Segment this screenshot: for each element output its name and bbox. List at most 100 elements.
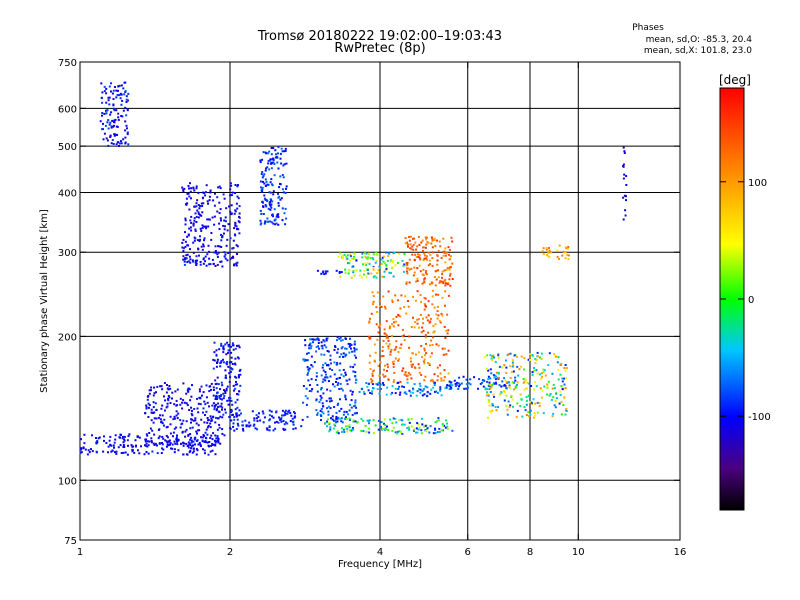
echo-point <box>449 386 452 389</box>
echo-point <box>268 414 271 417</box>
echo-point <box>204 255 207 258</box>
echo-point <box>188 187 190 190</box>
echo-point <box>365 430 368 433</box>
echo-point <box>184 257 187 259</box>
echo-point <box>306 359 309 362</box>
echo-point <box>150 389 152 392</box>
echo-point <box>175 426 178 429</box>
echo-point <box>403 270 405 273</box>
echo-point <box>406 272 409 275</box>
echo-point <box>414 241 417 244</box>
echo-point <box>436 379 439 382</box>
echo-point <box>380 387 382 390</box>
echo-point <box>410 267 413 270</box>
echo-point <box>332 383 334 386</box>
echo-point <box>320 272 323 275</box>
echo-point <box>199 238 202 241</box>
echo-point <box>385 267 388 270</box>
echo-point <box>105 92 108 95</box>
echo-point <box>122 435 124 438</box>
echo-point <box>523 388 526 391</box>
echo-point <box>228 399 231 402</box>
echo-point <box>185 402 188 405</box>
echo-point <box>280 417 283 420</box>
echo-point <box>411 352 414 355</box>
echo-point <box>311 365 314 368</box>
echo-point <box>489 383 492 386</box>
echo-point <box>138 436 141 439</box>
echo-point <box>434 427 436 430</box>
echo-point <box>268 429 271 432</box>
echo-point <box>329 428 332 431</box>
echo-point <box>501 380 504 383</box>
echo-point <box>505 381 508 384</box>
echo-point <box>497 376 500 379</box>
echo-point <box>336 420 339 423</box>
echo-point <box>206 417 209 419</box>
echo-point <box>118 436 121 439</box>
echo-point <box>216 360 219 363</box>
echo-point <box>425 273 428 276</box>
echo-point <box>242 424 245 427</box>
echo-point <box>302 401 305 404</box>
echo-point <box>214 379 217 382</box>
echo-point <box>147 406 150 409</box>
echo-point <box>379 323 382 326</box>
echo-point <box>424 297 427 300</box>
echo-point <box>203 239 205 242</box>
echo-point <box>182 444 185 447</box>
echo-point <box>436 259 439 262</box>
echo-point <box>394 357 397 360</box>
echo-point <box>382 428 384 430</box>
echo-point <box>320 396 323 399</box>
echo-point <box>229 397 232 400</box>
echo-point <box>236 261 239 264</box>
echo-point <box>281 219 284 222</box>
echo-point <box>365 276 368 279</box>
x-axis: 1 2 4 6 8 10 16 <box>77 62 686 558</box>
echo-point <box>334 424 337 427</box>
echo-point <box>233 264 236 267</box>
echo-point <box>440 256 443 259</box>
echo-point <box>508 386 511 389</box>
echo-point <box>227 344 230 346</box>
echo-point <box>347 262 349 265</box>
echo-point <box>376 338 379 341</box>
echo-point <box>564 246 567 249</box>
echo-point <box>342 428 345 431</box>
echo-point <box>412 296 415 298</box>
echo-point <box>443 353 446 356</box>
echo-point <box>408 346 411 349</box>
echo-point <box>564 387 567 390</box>
echo-point <box>246 424 249 427</box>
echo-point <box>227 223 230 226</box>
echo-point <box>494 361 497 363</box>
echo-point <box>182 453 185 456</box>
echo-point <box>225 389 228 392</box>
echo-point <box>386 336 389 339</box>
echo-point <box>286 422 289 425</box>
echo-point <box>264 221 267 224</box>
echo-point <box>289 412 292 414</box>
echo-point <box>567 258 570 261</box>
echo-point <box>185 428 188 431</box>
echo-point <box>337 432 340 435</box>
echo-point <box>225 353 228 356</box>
echo-point <box>350 399 353 402</box>
echo-point <box>214 265 217 267</box>
echo-point <box>397 324 400 327</box>
echo-point <box>244 419 247 422</box>
echo-point <box>513 388 516 391</box>
echo-point <box>329 358 332 361</box>
echo-point <box>220 260 223 263</box>
echo-point <box>394 417 397 420</box>
echo-point <box>351 390 354 393</box>
echo-point <box>444 290 447 293</box>
echo-point <box>229 188 232 191</box>
echo-point <box>145 407 148 410</box>
echo-point <box>264 185 267 187</box>
echo-point <box>349 255 352 258</box>
echo-point <box>437 293 440 296</box>
colorbar-label: [deg] <box>719 73 751 87</box>
